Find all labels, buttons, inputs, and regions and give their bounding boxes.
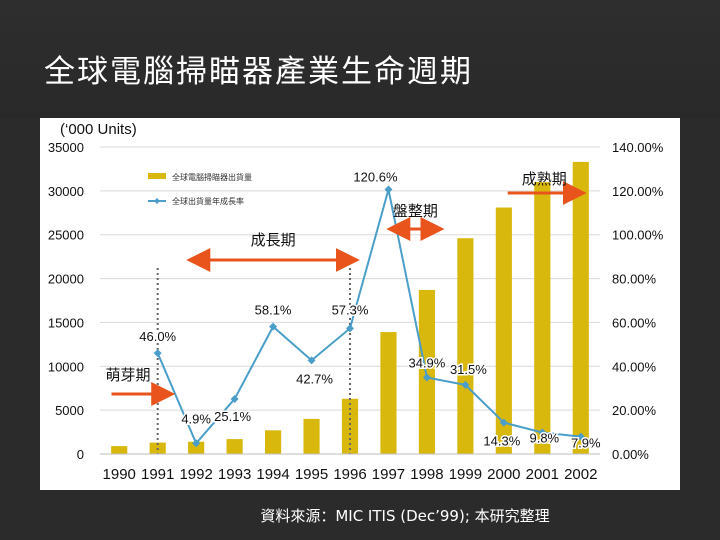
x-axis-tick: 1998 xyxy=(410,466,443,483)
bar-1994 xyxy=(265,430,282,454)
growth-point-1998 xyxy=(422,373,431,382)
left-axis-tick: 35000 xyxy=(48,140,84,155)
bar-2002 xyxy=(572,161,589,454)
bar-1999 xyxy=(457,238,474,454)
growth-point-1991 xyxy=(153,349,162,358)
header-band xyxy=(0,0,720,118)
left-axis-tick: 20000 xyxy=(48,272,84,287)
left-axis-tick: 0 xyxy=(77,447,84,462)
slide-title: 全球電腦掃瞄器產業生命週期 xyxy=(44,54,473,90)
source-note: 資料來源：MIC ITIS (Dec’99); 本研究整理 xyxy=(260,507,550,525)
bar-1992 xyxy=(188,441,205,454)
bar-1998 xyxy=(418,289,435,454)
x-axis-tick: 1993 xyxy=(218,466,251,483)
bar-1993 xyxy=(226,439,243,454)
left-axis-tick: 5000 xyxy=(55,403,84,418)
x-axis-tick: 2001 xyxy=(526,466,559,483)
growth-data-label: 25.1% xyxy=(214,409,251,424)
legend-bar-swatch xyxy=(148,173,166,179)
growth-data-label: 58.1% xyxy=(255,303,292,318)
growth-data-label: 46.0% xyxy=(139,329,176,344)
right-axis-tick: 140.00% xyxy=(612,140,664,155)
x-axis-tick: 1999 xyxy=(449,466,482,483)
growth-data-label: 120.6% xyxy=(353,170,398,185)
bar-1997 xyxy=(380,332,397,454)
x-axis-tick: 1990 xyxy=(103,466,136,483)
growth-point-2002 xyxy=(576,432,585,441)
growth-point-2000 xyxy=(499,418,508,427)
growth-point-1993 xyxy=(230,394,239,403)
x-axis-tick: 1995 xyxy=(295,466,328,483)
x-axis-tick: 1997 xyxy=(372,466,405,483)
right-axis-tick: 20.00% xyxy=(612,403,657,418)
growth-data-label: 9.8% xyxy=(529,431,559,446)
left-axis-tick: 30000 xyxy=(48,184,84,199)
x-axis-tick: 1994 xyxy=(256,466,289,483)
right-axis-tick: 0.00% xyxy=(612,447,649,462)
units-label: (‘000 Units) xyxy=(60,121,137,138)
bar-1990 xyxy=(111,446,128,454)
bar-2000 xyxy=(495,207,512,454)
growth-point-1994 xyxy=(269,322,278,331)
growth-point-2001 xyxy=(538,428,547,437)
x-axis-tick: 1992 xyxy=(179,466,212,483)
bar-2001 xyxy=(534,182,551,455)
x-axis-tick: 1996 xyxy=(333,466,366,483)
growth-point-1996 xyxy=(346,324,354,333)
phase-label-3: 盤整期 xyxy=(393,202,438,220)
growth-point-1995 xyxy=(307,356,316,365)
right-axis-tick: 120.00% xyxy=(612,184,664,199)
phase-label-1: 萌芽期 xyxy=(106,366,151,384)
growth-point-1992 xyxy=(192,439,201,448)
right-axis-tick: 40.00% xyxy=(612,359,657,374)
phase-label-4: 成熟期 xyxy=(522,170,567,188)
phase-label-2: 成長期 xyxy=(251,231,296,249)
growth-data-label: 34.9% xyxy=(408,355,445,370)
legend-line-label: 全球出貨量年成長率 xyxy=(172,196,244,206)
x-axis-tick: 2002 xyxy=(564,466,597,483)
growth-data-label: 31.5% xyxy=(450,362,487,377)
growth-data-label: 57.3% xyxy=(332,302,369,317)
bar-1996 xyxy=(341,398,359,454)
growth-point-1997 xyxy=(384,185,393,194)
x-axis-tick: 1991 xyxy=(141,466,174,483)
growth-data-label: 14.3% xyxy=(483,434,520,449)
growth-data-label: 7.9% xyxy=(571,436,601,451)
growth-point-1999 xyxy=(461,380,470,389)
legend-line-marker xyxy=(154,198,160,204)
right-axis-tick: 80.00% xyxy=(612,272,657,287)
legend-bar-label: 全球電腦掃瞄器出貨量 xyxy=(172,172,252,182)
left-axis-tick: 15000 xyxy=(48,315,84,330)
growth-data-label: 42.7% xyxy=(296,371,333,386)
right-axis-tick: 60.00% xyxy=(612,315,657,330)
growth-data-label: 4.9% xyxy=(181,411,211,426)
x-axis-tick: 2000 xyxy=(487,466,520,483)
left-axis-tick: 25000 xyxy=(48,228,84,243)
left-axis-tick: 10000 xyxy=(48,359,84,374)
growth-rate-line xyxy=(156,189,581,446)
bar-1995 xyxy=(303,418,320,454)
right-axis-tick: 100.00% xyxy=(612,228,664,243)
